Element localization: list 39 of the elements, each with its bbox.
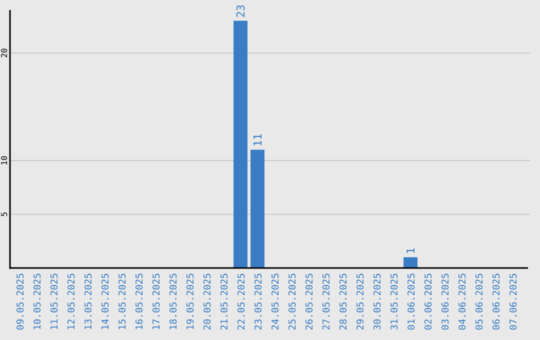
x-tick-label: 06.06.2025 <box>492 273 502 330</box>
x-tick-label: 24.05.2025 <box>270 273 282 330</box>
x-tick-label: 25.05.2025 <box>288 273 298 330</box>
y-tick-label: 10 <box>0 156 9 166</box>
x-tick-label: 11.05.2025 <box>50 273 60 330</box>
bar <box>404 257 418 268</box>
data-label: 11 <box>252 134 264 147</box>
bar <box>250 150 264 268</box>
x-tick-label: 17.05.2025 <box>152 273 162 330</box>
data-label: 1 <box>404 248 418 254</box>
x-tick-label: 04.06.2025 <box>458 273 468 330</box>
x-tick-label: 23.05.2025 <box>254 273 264 330</box>
x-tick-label: 09.05.2025 <box>16 273 26 330</box>
x-tick-label: 30.05.2025 <box>372 273 384 330</box>
x-tick-label: 13.05.2025 <box>84 273 94 330</box>
x-tick-label: 21.05.2025 <box>220 273 230 330</box>
x-tick-label: 10.05.2025 <box>32 273 44 330</box>
x-tick-label: 18.05.2025 <box>168 273 180 330</box>
x-tick-label: 12.05.2025 <box>66 273 78 330</box>
x-tick-label: 15.05.2025 <box>118 273 128 330</box>
bar <box>234 20 248 268</box>
x-tick-label: 05.06.2025 <box>474 273 486 330</box>
x-tick-label: 02.06.2025 <box>424 273 434 330</box>
x-tick-label: 28.05.2025 <box>338 273 350 330</box>
x-tick-label: 16.05.2025 <box>134 273 146 330</box>
data-label: 23 <box>234 4 248 18</box>
y-tick-label: 20 <box>0 48 9 58</box>
x-tick-label: 26.05.2025 <box>304 273 316 330</box>
x-tick-label: 20.05.2025 <box>202 273 214 330</box>
x-tick-label: 19.05.2025 <box>186 273 196 330</box>
x-tick-label: 14.05.2025 <box>100 273 112 330</box>
x-tick-label: 29.05.2025 <box>356 273 366 330</box>
x-tick-label: 01.06.2025 <box>406 273 418 330</box>
x-tick-label: 22.05.2025 <box>236 273 248 330</box>
x-tick-label: 27.05.2025 <box>322 273 332 330</box>
y-tick-label: 5 <box>0 212 9 217</box>
x-tick-label: 07.06.2025 <box>508 273 520 330</box>
x-tick-label: 31.05.2025 <box>390 273 400 330</box>
x-tick-label: 03.06.2025 <box>440 273 452 330</box>
